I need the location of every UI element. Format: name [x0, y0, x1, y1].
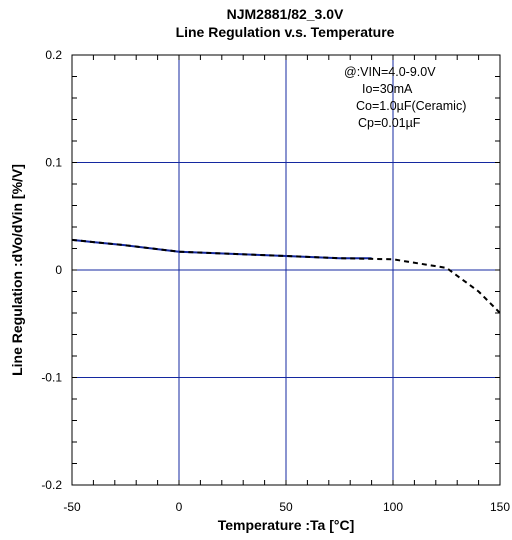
y-tick-label: 0.2 — [45, 48, 62, 62]
condition-note: @:VIN=4.0-9.0V — [344, 65, 436, 79]
chart-title: NJM2881/82_3.0V — [226, 6, 344, 22]
conditions-annotation: @:VIN=4.0-9.0V Io=30mA Co=1.0µF(Ceramic) Cp… — [344, 65, 466, 130]
grid-lines — [72, 55, 500, 485]
x-tick-label: -50 — [63, 500, 81, 514]
condition-note: Co=1.0µF(Ceramic) — [356, 99, 466, 113]
y-axis-label: Line Regulation :dVo/dVin [%/V] — [9, 164, 25, 376]
x-tick-label: 100 — [383, 500, 403, 514]
y-tick-label: -0.1 — [41, 371, 62, 385]
series-line-solid — [71, 238, 372, 260]
x-axis-label: Temperature :Ta [°C] — [218, 517, 355, 533]
y-tick-label: -0.2 — [41, 478, 62, 492]
data-series — [71, 238, 501, 314]
condition-note: Cp=0.01µF — [358, 116, 421, 130]
y-tick-label: 0.1 — [45, 156, 62, 170]
x-tick-label: 50 — [279, 500, 293, 514]
x-tick-label: 150 — [490, 500, 510, 514]
condition-note: Io=30mA — [362, 82, 413, 96]
y-tick-label: 0 — [55, 263, 62, 277]
axis-ticks — [71, 54, 501, 486]
x-tick-label: 0 — [176, 500, 183, 514]
chart-subtitle: Line Regulation v.s. Temperature — [175, 24, 395, 40]
tick-labels: -50 0 50 100 150 -0.2 -0.1 0 0.1 0.2 — [41, 48, 510, 514]
